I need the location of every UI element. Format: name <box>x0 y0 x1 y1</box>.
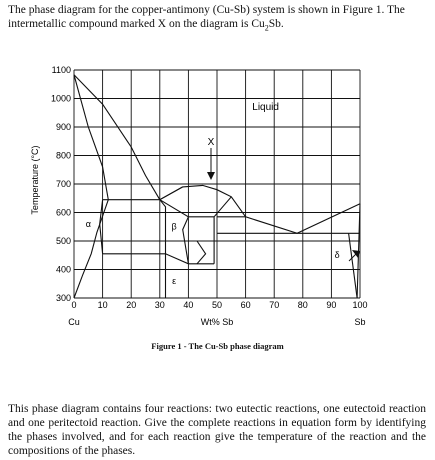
delta-arrow-shaft <box>348 253 357 262</box>
phase-boundary-line <box>196 240 207 265</box>
x-tick-label: 100 <box>352 300 367 310</box>
y-tick-label: 1000 <box>51 94 71 104</box>
x-axis-label: Wt% Sb <box>201 317 234 327</box>
figure-caption: Figure 1 - The Cu-Sb phase diagram <box>151 341 284 351</box>
phase-boundary-line <box>182 216 189 264</box>
phase-boundary-line <box>99 199 104 254</box>
intro-line-1: The phase diagram for the copper-antimon… <box>8 4 405 16</box>
x-left-element-label: Cu <box>68 317 80 327</box>
y-tick-label: 500 <box>56 236 71 246</box>
x-tick-label: 90 <box>326 300 336 310</box>
phase-boundary-line <box>73 74 109 200</box>
x-tick-label: 70 <box>269 300 279 310</box>
x-tick-label: 0 <box>71 300 76 310</box>
phase-label-alpha: α <box>86 219 91 229</box>
phase-boundary-layer <box>73 74 361 299</box>
y-axis-label: Temperature (°C) <box>30 145 40 214</box>
tick-label-layer: 0 10 20 30 40 50 60 70 80 90 100 300 400 500 600 700 800… <box>51 65 368 310</box>
phase-label-liquid: Liquid <box>252 102 279 113</box>
y-tick-label: 800 <box>56 151 71 161</box>
x-tick-label: 40 <box>183 300 193 310</box>
phase-label-layer: Liquid α β ε δ <box>86 102 340 286</box>
phase-boundary-line <box>159 199 167 254</box>
phase-label-epsilon: ε <box>172 276 176 286</box>
phase-label-delta: δ <box>335 250 340 260</box>
x-tick-label: 10 <box>98 300 108 310</box>
delta-arrowhead <box>352 250 360 258</box>
grid-layer <box>73 69 361 299</box>
x-tick-label: 20 <box>126 300 136 310</box>
phase-boundary-line <box>159 186 183 201</box>
intro-paragraph: The phase diagram for the copper-antimon… <box>8 3 428 35</box>
phase-boundary-line <box>348 233 358 299</box>
phase-boundary-line <box>159 199 215 218</box>
x-right-element-label: Sb <box>354 317 365 327</box>
phase-boundary-line <box>73 199 109 299</box>
intro-line-2-prefix: intermetallic compound marked X on the d… <box>8 18 265 30</box>
y-tick-label: 1100 <box>52 65 71 75</box>
x-tick-label: 50 <box>212 300 222 310</box>
x-tick-label: 30 <box>155 300 165 310</box>
phase-boundary-line <box>165 253 215 265</box>
phase-boundary-line <box>73 74 161 200</box>
intro-line-2-subscript: 2 <box>264 23 269 33</box>
phase-diagram-figure: 0 10 20 30 40 50 60 70 80 90 100 300 400 500 600 700 800… <box>0 58 435 358</box>
intro-line-2-suffix: Sb. <box>268 18 284 30</box>
y-tick-label: 900 <box>56 122 71 132</box>
phase-boundary-line <box>159 184 361 234</box>
y-tick-label: 700 <box>56 179 71 189</box>
phase-label-beta: β <box>172 222 177 232</box>
x-tick-label: 80 <box>298 300 308 310</box>
compound-x-marker: X <box>208 137 215 148</box>
y-tick-label: 400 <box>56 265 71 275</box>
phase-boundary-line <box>213 196 232 218</box>
y-tick-label: 300 <box>56 293 71 303</box>
phase-diagram-chart: 0 10 20 30 40 50 60 70 80 90 100 300 400 500 600 700 800… <box>30 65 368 327</box>
question-paragraph: This phase diagram contains four reactio… <box>8 403 426 457</box>
compound-x-arrowhead <box>207 172 215 180</box>
y-tick-label: 600 <box>56 208 71 218</box>
x-tick-label: 60 <box>241 300 251 310</box>
